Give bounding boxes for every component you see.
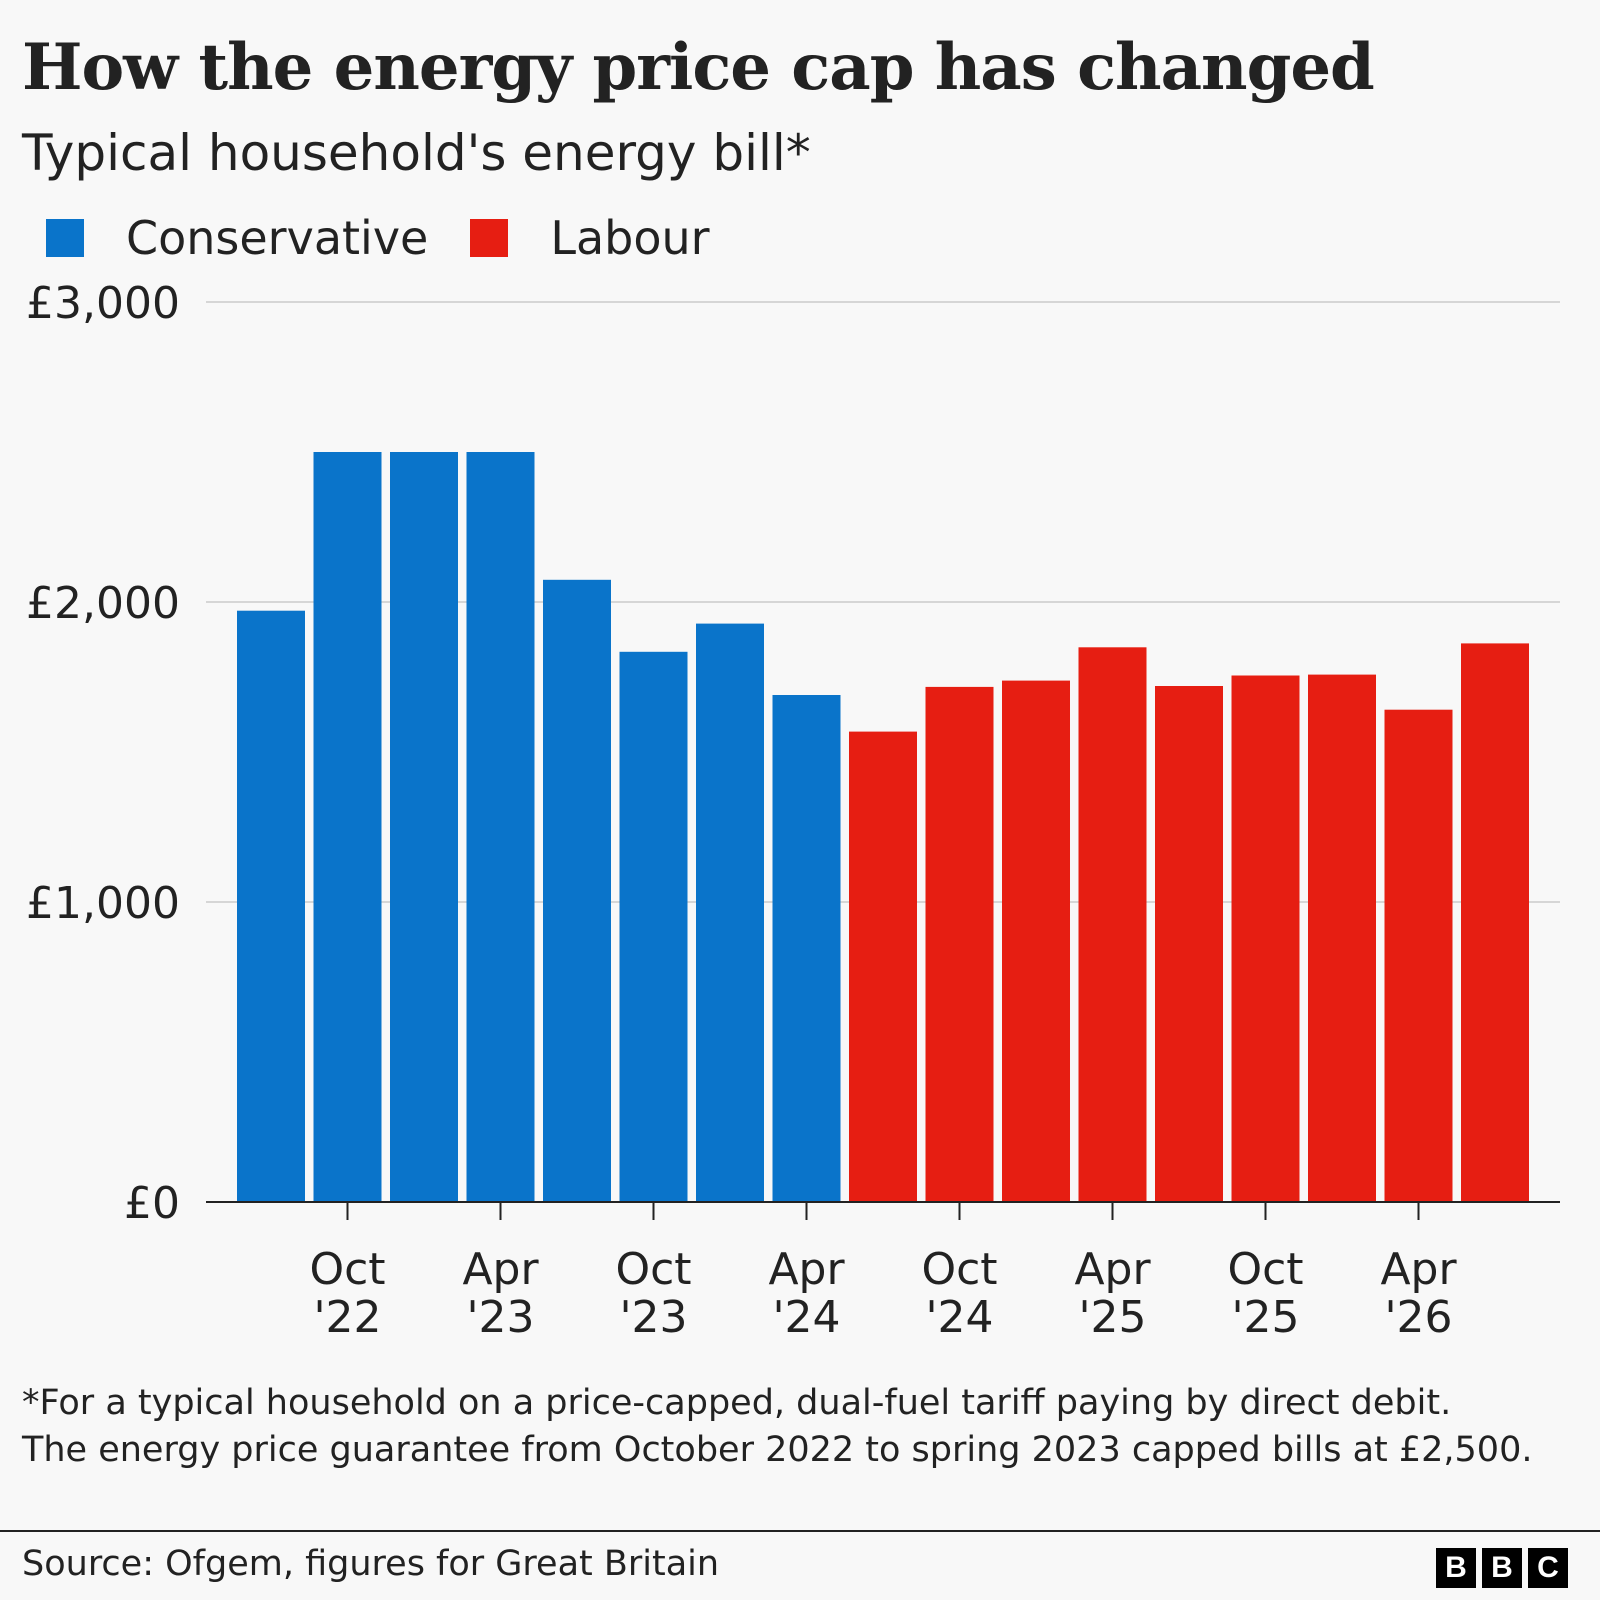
bbc-logo-letter-2: B (1482, 1548, 1522, 1588)
bar-conservative (619, 651, 688, 1202)
chart-subtitle: Typical household's energy bill* (22, 124, 811, 182)
source-text: Source: Ofgem, figures for Great Britain (22, 1544, 720, 1584)
x-tick-label-month: Oct (1227, 1244, 1303, 1295)
bar-chart: £0£1,000£2,000£3,000Oct'22Apr'23Oct'23Ap… (26, 280, 1560, 1343)
bar-labour (1155, 686, 1223, 1202)
bar-conservative (696, 623, 764, 1202)
y-tick-label: £3,000 (26, 280, 180, 329)
bar-conservative (390, 452, 458, 1202)
x-tick-label-month: Apr (1074, 1244, 1151, 1295)
x-tick-label-year: '25 (1231, 1292, 1299, 1343)
bar-labour (1078, 647, 1147, 1202)
x-tick-label-year: '22 (313, 1292, 381, 1343)
bar-labour (1002, 680, 1070, 1202)
x-tick-label-year: '26 (1384, 1292, 1452, 1343)
bar-conservative (466, 452, 535, 1202)
bar-conservative (237, 610, 305, 1202)
legend: Conservative Labour (46, 210, 752, 266)
bar-labour (1308, 674, 1376, 1202)
bar-labour (1461, 643, 1529, 1202)
bbc-logo-letter-1: B (1436, 1548, 1476, 1588)
x-tick-label-year: '23 (619, 1292, 687, 1343)
x-tick-label-year: '23 (466, 1292, 534, 1343)
bars (237, 452, 1529, 1202)
footnote-line-1: *For a typical household on a price-capp… (22, 1383, 1452, 1423)
bar-labour (1384, 709, 1453, 1202)
bbc-logo: B B C (1430, 1548, 1568, 1588)
legend-item-conservative: Conservative (46, 211, 428, 265)
bar-conservative (313, 452, 382, 1202)
axes: £0£1,000£2,000£3,000Oct'22Apr'23Oct'23Ap… (26, 280, 1560, 1343)
bar-conservative (543, 579, 611, 1202)
x-tick-label-month: Oct (921, 1244, 997, 1295)
bbc-logo-letter-3: C (1528, 1548, 1568, 1588)
legend-label-conservative: Conservative (126, 211, 429, 265)
footnote-line-2: The energy price guarantee from October … (22, 1430, 1533, 1470)
footer-divider (0, 1530, 1600, 1532)
y-tick-label: £0 (124, 1178, 180, 1229)
y-tick-label: £1,000 (26, 878, 180, 929)
bar-labour (849, 731, 917, 1202)
x-tick-label-month: Apr (1380, 1244, 1457, 1295)
x-tick-label-month: Oct (615, 1244, 691, 1295)
x-tick-label-month: Oct (309, 1244, 385, 1295)
x-tick-label-year: '24 (925, 1292, 993, 1343)
legend-item-labour: Labour (470, 211, 710, 265)
legend-label-labour: Labour (550, 211, 710, 265)
legend-swatch-conservative (46, 219, 84, 257)
bar-labour (1231, 675, 1300, 1202)
footnote: *For a typical household on a price-capp… (22, 1380, 1562, 1474)
x-tick-label-year: '24 (772, 1292, 840, 1343)
x-tick-label-month: Apr (462, 1244, 539, 1295)
chart-title: How the energy price cap has changed (22, 30, 1375, 105)
legend-swatch-labour (470, 219, 509, 257)
x-tick-label-year: '25 (1078, 1292, 1146, 1343)
x-tick-label-month: Apr (768, 1244, 845, 1295)
bar-labour (925, 686, 994, 1202)
bar-conservative (772, 695, 841, 1202)
y-tick-label: £2,000 (26, 578, 180, 629)
